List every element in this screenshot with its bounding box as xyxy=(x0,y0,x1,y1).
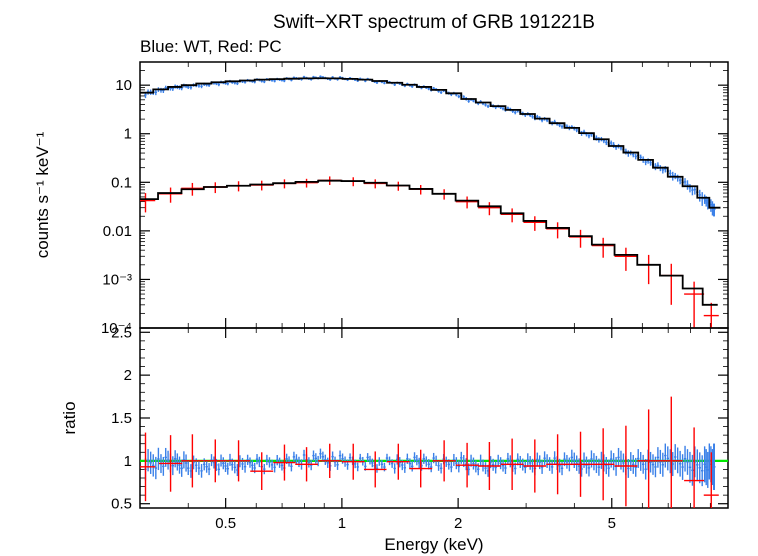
chart-container: Swift−XRT spectrum of GRB 191221B Blue: W… xyxy=(0,0,758,556)
top-ytick-label: 10 xyxy=(115,77,132,94)
top-ytick-label: 10⁻³ xyxy=(102,271,132,288)
chart-title: Swift−XRT spectrum of GRB 191221B xyxy=(273,12,595,33)
bot-ylabel: ratio xyxy=(60,401,79,434)
xtick-label: 1 xyxy=(338,515,346,532)
top-model xyxy=(139,181,718,305)
xtick-label: 5 xyxy=(608,515,616,532)
top-series xyxy=(136,176,719,327)
chart-subtitle: Blue: WT, Red: PC xyxy=(140,37,282,56)
bot-ytick-label: 0.5 xyxy=(111,496,132,513)
top-ytick-label: 0.1 xyxy=(111,174,132,191)
top-panel-frame xyxy=(140,62,728,328)
top-ylabel: counts s⁻¹ keV⁻¹ xyxy=(33,131,52,258)
top-ytick-label: 1 xyxy=(124,126,132,143)
xlabel: Energy (keV) xyxy=(384,535,483,554)
top-series xyxy=(144,75,715,216)
top-ytick-label: 0.01 xyxy=(103,223,132,240)
xtick-label: 2 xyxy=(454,515,462,532)
xtick-label: 0.5 xyxy=(215,515,236,532)
bot-ytick-label: 1 xyxy=(124,453,132,470)
bot-panel-frame xyxy=(140,328,728,508)
bot-ytick-label: 2.5 xyxy=(111,324,132,341)
bot-ytick-label: 2 xyxy=(124,367,132,384)
bot-ytick-label: 1.5 xyxy=(111,410,132,427)
bot-series xyxy=(144,443,715,490)
chart-svg: Swift−XRT spectrum of GRB 191221B Blue: W… xyxy=(0,0,758,556)
